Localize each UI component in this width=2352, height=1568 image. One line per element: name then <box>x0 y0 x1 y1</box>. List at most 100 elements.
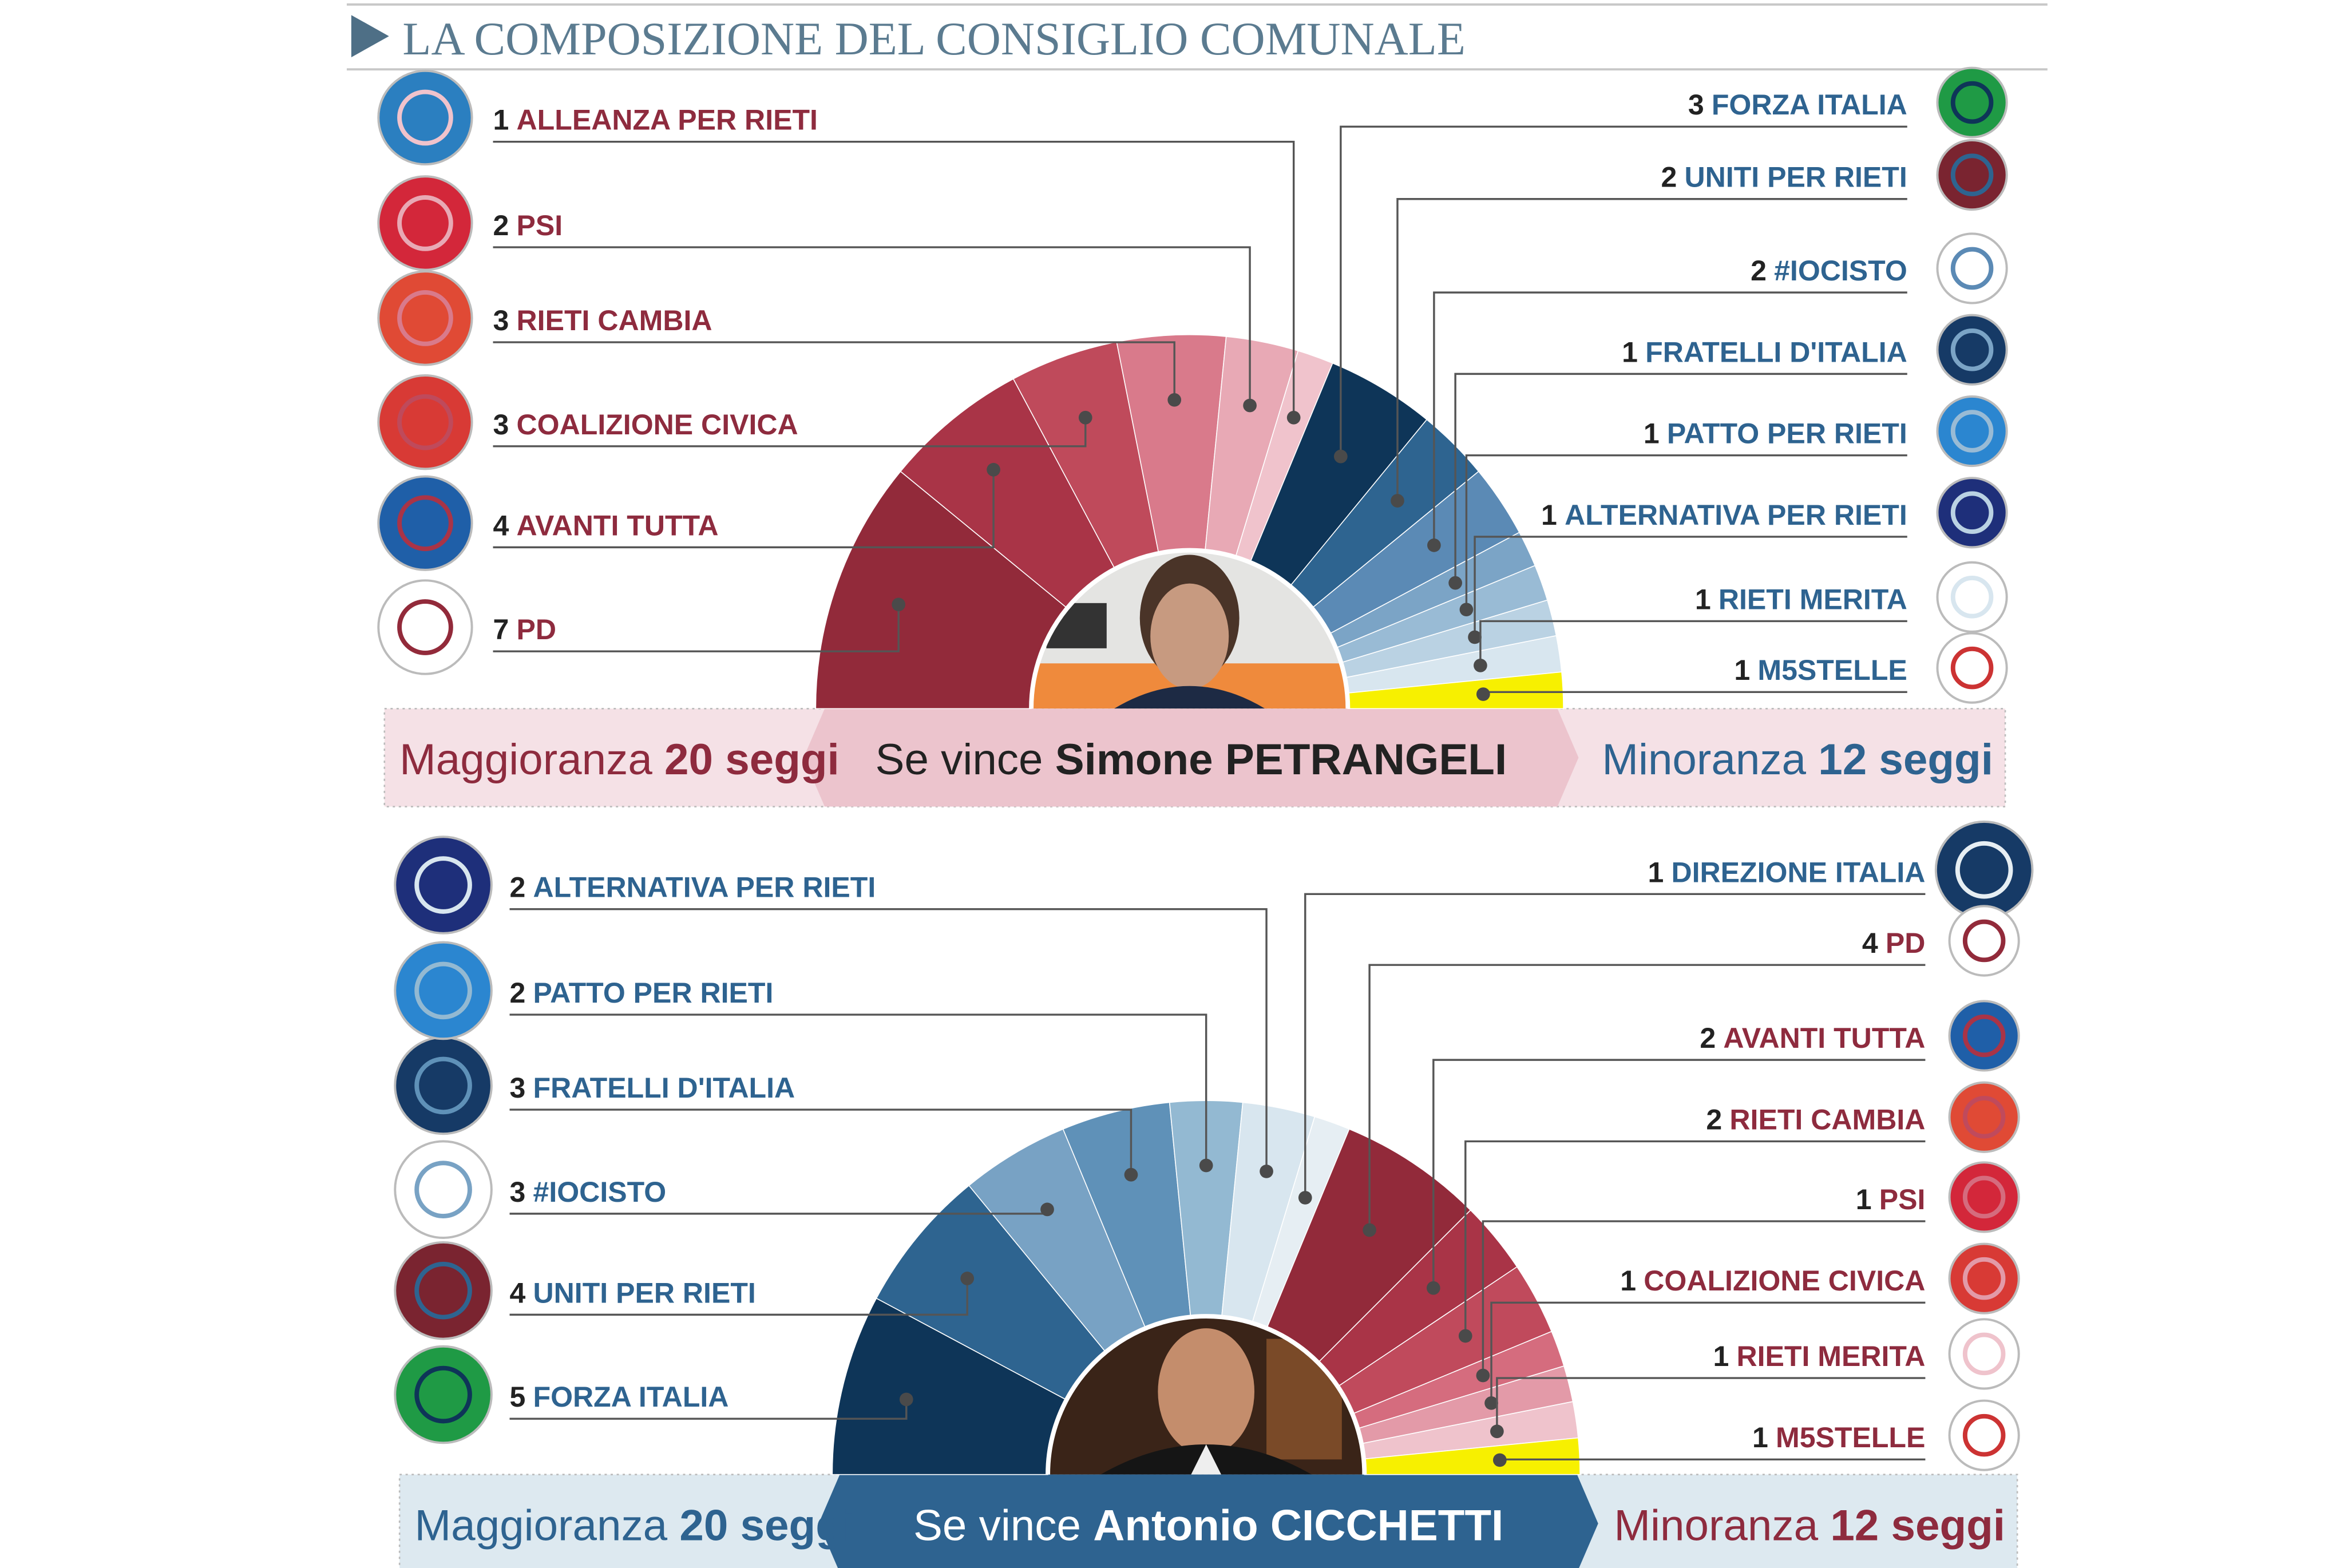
party-seats: 2 <box>1700 1022 1716 1054</box>
party-label: 3 COALIZIONE CIVICA <box>493 409 798 441</box>
candidate-title: Se vince Simone PETRANGELI <box>876 735 1507 784</box>
party-seats: 3 <box>510 1176 526 1208</box>
party-logo-icon <box>1936 232 2008 304</box>
party-label: 1 ALTERNATIVA PER RIETI <box>1541 499 1907 531</box>
party-seats: 2 <box>493 209 509 241</box>
party-seats: 1 <box>1734 654 1750 686</box>
party-logo-icon <box>377 175 473 271</box>
party-name: FRATELLI D'ITALIA <box>533 1072 795 1104</box>
party-logo-icon <box>1934 820 2034 920</box>
leader-dot <box>960 1272 975 1285</box>
party-logo-icon <box>1936 632 2008 704</box>
party-logo-icon <box>377 270 473 366</box>
candidate-title: Se vince Antonio CICCHETTI <box>913 1501 1503 1550</box>
majority-label: Maggioranza <box>415 1501 680 1550</box>
party-name: FRATELLI D'ITALIA <box>1645 336 1907 368</box>
leader-line <box>509 908 1268 1171</box>
leader-line <box>1454 373 1907 583</box>
leader-dot <box>1124 1167 1138 1182</box>
party-logo-icon <box>394 1036 493 1135</box>
party-seats: 1 <box>1541 499 1557 531</box>
leader-dot <box>899 1392 913 1407</box>
party-seats: 3 <box>1688 89 1704 121</box>
leader-dot <box>987 462 1000 477</box>
candidate-prefix: Se vince <box>913 1501 1093 1550</box>
party-seats: 3 <box>493 304 509 336</box>
party-label: 1 ALLEANZA PER RIETI <box>493 104 818 136</box>
leader-dot <box>1391 494 1404 508</box>
party-label: 7 PD <box>493 613 557 646</box>
party-name: #IOCISTO <box>1774 255 1907 287</box>
party-seats: 3 <box>510 1072 526 1104</box>
title-arrow-icon <box>351 15 389 58</box>
party-label: 4 PD <box>1862 927 1926 959</box>
leader-line <box>1433 291 1907 545</box>
leader-line <box>493 140 1295 418</box>
party-logo-icon <box>377 475 473 571</box>
scenario-petrangeli: Maggioranza 20 seggi Minoranza 12 seggi Se… <box>377 66 2008 807</box>
leader-line <box>493 604 900 652</box>
party-name: DIREZIONE ITALIA <box>1671 856 1925 888</box>
party-logo-icon <box>1936 314 2008 386</box>
leader-line <box>1396 198 1907 501</box>
leader-dot <box>1040 1202 1054 1217</box>
leader-dot <box>1243 398 1257 413</box>
party-label: 1 FRATELLI D'ITALIA <box>1622 336 1907 368</box>
leader-line <box>1304 893 1926 1198</box>
party-logo-icon <box>1936 66 2008 138</box>
party-label: 1 M5STELLE <box>1734 654 1907 686</box>
leader-line <box>1499 1458 1926 1461</box>
party-label: 2 RIETI CAMBIA <box>1706 1103 1925 1135</box>
party-logo-icon <box>394 1241 493 1340</box>
leader-dot <box>1476 687 1490 701</box>
party-name: PSI <box>1879 1183 1926 1215</box>
leader-line <box>1482 1220 1926 1376</box>
leader-dot <box>1260 1165 1273 1178</box>
candidate-banner <box>803 708 1579 807</box>
party-seats: 2 <box>1661 161 1677 193</box>
party-label: 1 M5STELLE <box>1752 1422 1925 1454</box>
party-seats: 1 <box>1644 418 1660 450</box>
party-logo-icon <box>394 836 493 935</box>
photo-frame <box>1029 548 1351 709</box>
party-name: PSI <box>517 209 563 241</box>
leader-line <box>1490 1301 1926 1403</box>
leader-line <box>1464 1140 1926 1336</box>
leader-dot <box>892 597 906 612</box>
party-name: M5STELLE <box>1757 654 1907 686</box>
party-name: UNITI PER RIETI <box>533 1277 756 1309</box>
party-seats: 1 <box>1713 1340 1729 1372</box>
party-label: 1 DIREZIONE ITALIA <box>1648 856 1925 888</box>
party-label: 1 PSI <box>1856 1183 1926 1215</box>
party-label: 4 AVANTI TUTTA <box>493 509 719 541</box>
party-logo-icon <box>394 1140 493 1239</box>
candidate-banner <box>818 1474 1598 1568</box>
party-name: RIETI CAMBIA <box>517 304 712 336</box>
leader-dot <box>1459 603 1474 617</box>
leader-dot <box>1167 393 1182 407</box>
candidate-name: Antonio CICCHETTI <box>1093 1501 1503 1550</box>
leader-line <box>509 1278 968 1316</box>
party-logo-icon <box>1948 1318 2020 1390</box>
party-label: 3 #IOCISTO <box>510 1176 667 1208</box>
party-logo-icon <box>1936 139 2008 211</box>
party-label: 1 PATTO PER RIETI <box>1644 418 1907 450</box>
party-label: 1 RIETI MERITA <box>1713 1340 1925 1372</box>
party-name: FORZA ITALIA <box>1712 89 1907 121</box>
minority-seats: Minoranza 12 seggi <box>1614 1501 2005 1550</box>
photo-frame <box>1046 1314 1367 1475</box>
leader-line <box>1368 964 1926 1230</box>
party-logo-icon <box>1948 1242 2020 1314</box>
leader-line <box>1465 454 1907 610</box>
party-label: 2 PSI <box>493 209 563 241</box>
party-name: AVANTI TUTTA <box>517 509 719 541</box>
leader-dot <box>1078 410 1092 425</box>
party-logo-icon <box>377 374 473 470</box>
party-label: 2 AVANTI TUTTA <box>1700 1022 1925 1054</box>
party-logo-icon <box>1948 905 2020 977</box>
hemicycle-chart <box>815 334 1564 710</box>
leader-line <box>493 417 1087 448</box>
leader-dot <box>1448 576 1462 590</box>
party-name: #IOCISTO <box>533 1176 667 1208</box>
